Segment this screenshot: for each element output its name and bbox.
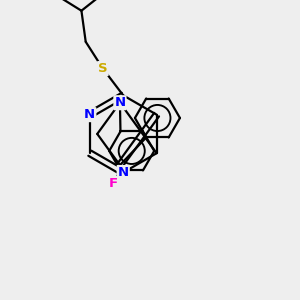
Text: N: N <box>84 108 95 121</box>
Text: N: N <box>114 96 125 109</box>
Text: S: S <box>98 62 108 75</box>
Text: N: N <box>118 166 129 179</box>
Text: F: F <box>108 177 118 190</box>
